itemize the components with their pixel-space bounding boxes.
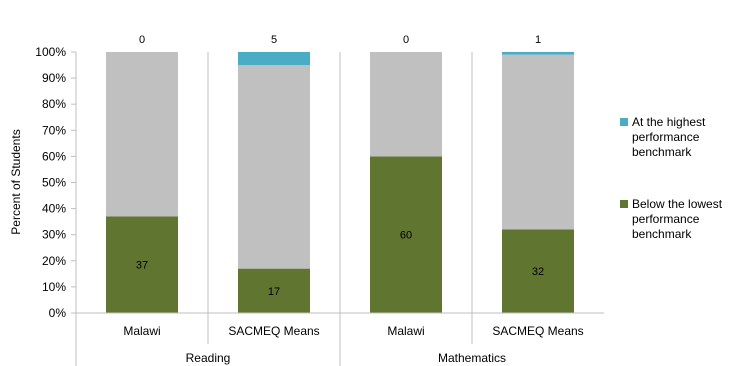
y-tick-label: 10% — [42, 280, 66, 294]
legend-label: performance — [632, 130, 700, 144]
x-tick-label: SACMEQ Means — [492, 324, 583, 338]
legend-swatch — [620, 200, 628, 208]
bar-segment-1-3 — [370, 156, 442, 313]
data-label-highest: 5 — [271, 34, 277, 46]
x-tick-label: Malawi — [387, 324, 424, 338]
legend-label: performance — [632, 212, 700, 226]
data-label-highest: 1 — [535, 34, 541, 46]
legend: At the highestperformancebenchmarkBelow … — [620, 115, 723, 241]
bar-segment-3-4 — [502, 52, 574, 55]
data-label-highest: 0 — [139, 34, 145, 46]
axis-layer: 0% 10% 20% 30% 40% 50% 60% 70% 80% 90% 100% Malawi S… — [35, 45, 604, 366]
x-tick-label: Malawi — [123, 324, 160, 338]
bar-segment-2-1 — [106, 52, 178, 217]
y-tick-label: 50% — [42, 176, 66, 190]
bar-segment-1-2 — [238, 268, 310, 313]
y-tick-label: 20% — [42, 254, 66, 268]
y-axis-title: Percent of Students — [9, 129, 23, 234]
x-group-label: Mathematics — [438, 351, 506, 365]
bar-segment-2-2 — [238, 65, 310, 269]
bar-segment-2-3 — [370, 52, 442, 157]
bars-layer — [106, 52, 574, 313]
data-label-below-lowest: 32 — [532, 266, 544, 278]
data-label-below-lowest: 17 — [268, 286, 280, 298]
data-labels-layer: 37 17 60 32 0 5 0 1 — [136, 34, 544, 298]
y-tick-label: 30% — [42, 228, 66, 242]
y-tick-label: 40% — [42, 202, 66, 216]
y-tick-label: 80% — [42, 97, 66, 111]
y-tick-label: 70% — [42, 123, 66, 137]
bar-segment-1-4 — [502, 229, 574, 313]
y-tick-label: 0% — [49, 306, 67, 320]
legend-label: Below the lowest — [632, 197, 723, 211]
y-tick-label: 90% — [42, 71, 66, 85]
legend-label: At the highest — [632, 115, 706, 129]
y-tick-label: 100% — [35, 45, 66, 59]
data-label-below-lowest: 37 — [136, 260, 148, 272]
legend-swatch — [620, 118, 628, 126]
x-group-label: Reading — [186, 351, 231, 365]
bar-segment-3-2 — [238, 52, 310, 66]
legend-label: benchmark — [632, 227, 692, 241]
y-tick-label: 60% — [42, 149, 66, 163]
data-label-highest: 0 — [403, 34, 409, 46]
x-tick-label: SACMEQ Means — [228, 324, 319, 338]
data-label-below-lowest: 60 — [400, 230, 412, 242]
bar-segment-2-4 — [502, 54, 574, 230]
legend-label: benchmark — [632, 145, 692, 159]
bar-segment-1-1 — [106, 216, 178, 313]
